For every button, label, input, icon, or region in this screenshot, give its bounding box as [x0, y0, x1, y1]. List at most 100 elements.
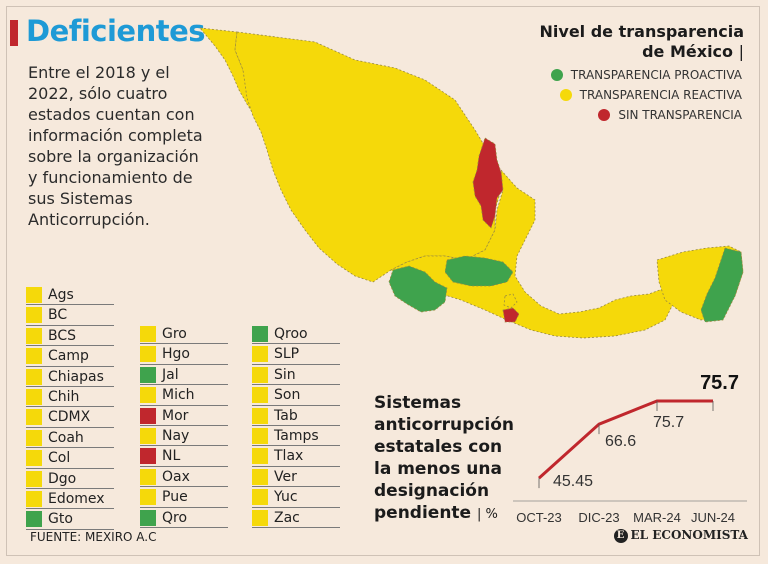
- legend-label-sin: SIN TRANSPARENCIA: [618, 108, 742, 122]
- state-row: Gto: [26, 509, 114, 530]
- state-label: Col: [48, 450, 71, 467]
- state-swatch: [252, 387, 268, 404]
- state-row: Edomex: [26, 489, 114, 510]
- state-swatch: [140, 489, 156, 506]
- state-row: Sin: [252, 365, 340, 386]
- brand-name: EL ECONOMISTA: [630, 528, 748, 542]
- state-label: Mor: [162, 407, 189, 424]
- legend-item-proactiva: TRANSPARENCIA PROACTIVA: [550, 68, 742, 82]
- state-row: Ver: [252, 467, 340, 488]
- map-state-east: [390, 169, 676, 339]
- state-swatch: [26, 429, 42, 446]
- state-swatch: [140, 366, 156, 383]
- state-row: Dgo: [26, 469, 114, 489]
- title-accent-bar: [10, 20, 18, 46]
- map-state-guanajuato-queretaro: [444, 255, 514, 287]
- state-swatch: [26, 490, 42, 507]
- state-label: BC: [48, 307, 68, 324]
- line-chart: 45.45 66.6 75.7 75.7 OCT-23 DIC-23 MAR-24 JUN-2…: [513, 372, 747, 525]
- state-swatch: [252, 509, 268, 526]
- legend-item-reactiva: TRANSPARENCIA REACTIVA: [559, 88, 742, 102]
- states-column-3: Qroo SLP Sin Son Tab Tamps Tlax Ver Yuc Zac: [252, 324, 340, 528]
- legend-dot-sin: [598, 109, 611, 121]
- x-tick-label: DIC-23: [578, 510, 619, 525]
- state-label: Qro: [162, 509, 188, 526]
- legend-title: Nivel de transparencia de México |: [540, 22, 744, 62]
- state-label: Gro: [162, 326, 187, 342]
- state-label: Dgo: [48, 470, 77, 487]
- state-swatch: [140, 326, 156, 342]
- chart-title-line5: designación: [374, 481, 490, 501]
- state-row: Zac: [252, 508, 340, 528]
- state-row: Tamps: [252, 426, 340, 447]
- state-swatch: [26, 388, 42, 405]
- x-tick-label: JUN-24: [691, 510, 735, 525]
- state-label: Coah: [48, 429, 84, 446]
- state-label: Chih: [48, 388, 80, 405]
- state-row: CDMX: [26, 407, 114, 428]
- x-tick-label: OCT-23: [516, 510, 562, 525]
- state-swatch: [252, 407, 268, 424]
- state-label: Pue: [162, 489, 188, 506]
- state-row: Jal: [140, 365, 228, 386]
- state-swatch: [252, 468, 268, 485]
- state-row: Son: [252, 385, 340, 406]
- state-swatch: [252, 346, 268, 363]
- state-label: Gto: [48, 511, 73, 528]
- state-label: Camp: [48, 348, 89, 365]
- highlight-label: 75.7: [700, 372, 739, 394]
- state-label: NL: [162, 448, 181, 465]
- state-row: SLP: [252, 344, 340, 365]
- state-swatch: [252, 366, 268, 383]
- chart-title-line3: estatales con: [374, 437, 503, 457]
- state-swatch: [252, 427, 268, 444]
- state-label: SLP: [274, 346, 300, 363]
- state-row: BCS: [26, 326, 114, 347]
- state-row: Gro: [140, 324, 228, 345]
- state-swatch: [252, 448, 268, 465]
- state-label: Ags: [48, 287, 74, 303]
- chart-unit: | %: [477, 507, 498, 522]
- state-row: Mich: [140, 385, 228, 406]
- state-swatch: [26, 511, 42, 528]
- state-swatch: [26, 287, 42, 303]
- map-state-cdmx: [503, 293, 518, 309]
- data-label: 66.6: [605, 433, 636, 450]
- state-swatch: [26, 307, 42, 324]
- chart-title-line6: pendiente: [374, 503, 472, 523]
- state-row: Col: [26, 448, 114, 469]
- state-row: Camp: [26, 346, 114, 367]
- map-state-jalisco: [388, 265, 448, 313]
- state-label: CDMX: [48, 409, 91, 426]
- state-row: BC: [26, 305, 114, 326]
- page-title: Deficientes: [26, 14, 206, 48]
- legend-label-reactiva: TRANSPARENCIA REACTIVA: [579, 88, 742, 102]
- state-row: Chih: [26, 387, 114, 408]
- legend-title-separator: |: [738, 42, 744, 61]
- state-swatch: [26, 409, 42, 426]
- state-swatch: [26, 368, 42, 385]
- state-label: Tlax: [274, 448, 304, 465]
- state-label: Oax: [162, 468, 190, 485]
- state-row: Coah: [26, 428, 114, 449]
- source-note: FUENTE: MEXIRO A.C: [30, 530, 157, 544]
- state-label: Zac: [274, 509, 300, 526]
- state-label: Tamps: [274, 427, 319, 444]
- state-row: Yuc: [252, 487, 340, 508]
- state-label: Hgo: [162, 346, 190, 363]
- states-column-1: Ags BC BCS Camp Chiapas Chih CDMX Coah Col Dgo Edo…: [26, 285, 114, 530]
- state-label: Nay: [162, 427, 190, 444]
- states-column-2: Gro Hgo Jal Mich Mor Nay NL Oax Pue Qro: [140, 324, 228, 528]
- state-row: Mor: [140, 406, 228, 426]
- state-row: Qroo: [252, 324, 340, 345]
- chart-title-line1: Sistemas: [374, 393, 462, 413]
- state-row: Tab: [252, 406, 340, 426]
- map-state-quintana-roo: [700, 247, 744, 323]
- chart-title-line4: la menos una: [374, 459, 502, 479]
- state-swatch: [252, 326, 268, 342]
- state-label: Jal: [162, 366, 179, 383]
- chart-title: Sistemas anticorrupción estatales con la…: [374, 392, 514, 526]
- state-row: Oax: [140, 467, 228, 488]
- state-swatch: [140, 346, 156, 363]
- legend-item-sin: SIN TRANSPARENCIA: [598, 108, 742, 122]
